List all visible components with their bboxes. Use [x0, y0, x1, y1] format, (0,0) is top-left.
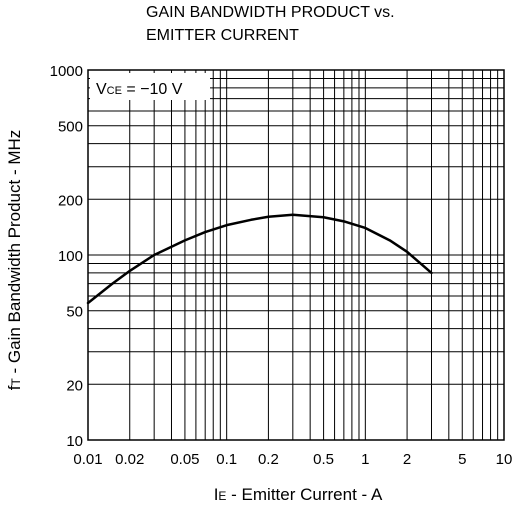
chart-title-line-1: GAIN BANDWIDTH PRODUCT vs. — [146, 4, 395, 21]
y-tick-label: 50 — [66, 304, 83, 321]
x-tick-label: 0.1 — [216, 451, 237, 468]
x-axis-label-rest: - Emitter Current - A — [226, 485, 383, 504]
y-axis-label-main: f — [5, 385, 24, 390]
x-axis-label: IE - Emitter Current - A — [214, 485, 383, 504]
x-tick-label: 10 — [496, 451, 513, 468]
y-axis-label-rest: - Gain Bandwidth Product - MHz — [5, 130, 24, 378]
y-axis-label-sub: T — [9, 378, 23, 386]
y-tick-labels: 10 20 50 100 200 500 1000 — [50, 63, 83, 450]
x-tick-label: 0.01 — [73, 451, 102, 468]
chart-title-line-2: EMITTER CURRENT — [146, 27, 299, 44]
x-tick-label: 2 — [403, 451, 411, 468]
x-tick-label: 0.2 — [258, 451, 279, 468]
plot-border — [87, 69, 505, 441]
series-line — [86, 213, 433, 305]
x-tick-labels: 0.01 0.02 0.05 0.1 0.2 0.5 1 2 5 10 — [73, 451, 512, 468]
x-tick-label: 0.02 — [115, 451, 144, 468]
vce-annotation-sub: CE — [107, 85, 122, 97]
y-tick-label: 10 — [66, 433, 83, 450]
y-tick-label: 100 — [58, 248, 83, 265]
grid — [87, 70, 504, 441]
vce-annotation-main: V — [96, 81, 107, 98]
annotation-box — [90, 73, 210, 100]
y-tick-label: 200 — [58, 192, 83, 209]
series-layer — [86, 213, 433, 305]
y-tick-label: 500 — [58, 119, 83, 136]
x-axis-label-sub: E — [218, 489, 226, 503]
plot-frame — [87, 69, 505, 441]
x-axis-label-main: I — [214, 485, 219, 504]
x-tick-label: 5 — [458, 451, 466, 468]
x-tick-label: 1 — [361, 451, 369, 468]
x-tick-label: 0.5 — [313, 451, 334, 468]
y-tick-label: 1000 — [50, 63, 83, 80]
y-axis-label: fT - Gain Bandwidth Product - MHz — [5, 130, 24, 391]
y-tick-label: 20 — [66, 377, 83, 394]
x-tick-label: 0.05 — [170, 451, 199, 468]
vce-annotation: VCE = −10 V — [96, 81, 183, 98]
vce-annotation-rest: = −10 V — [122, 81, 183, 98]
